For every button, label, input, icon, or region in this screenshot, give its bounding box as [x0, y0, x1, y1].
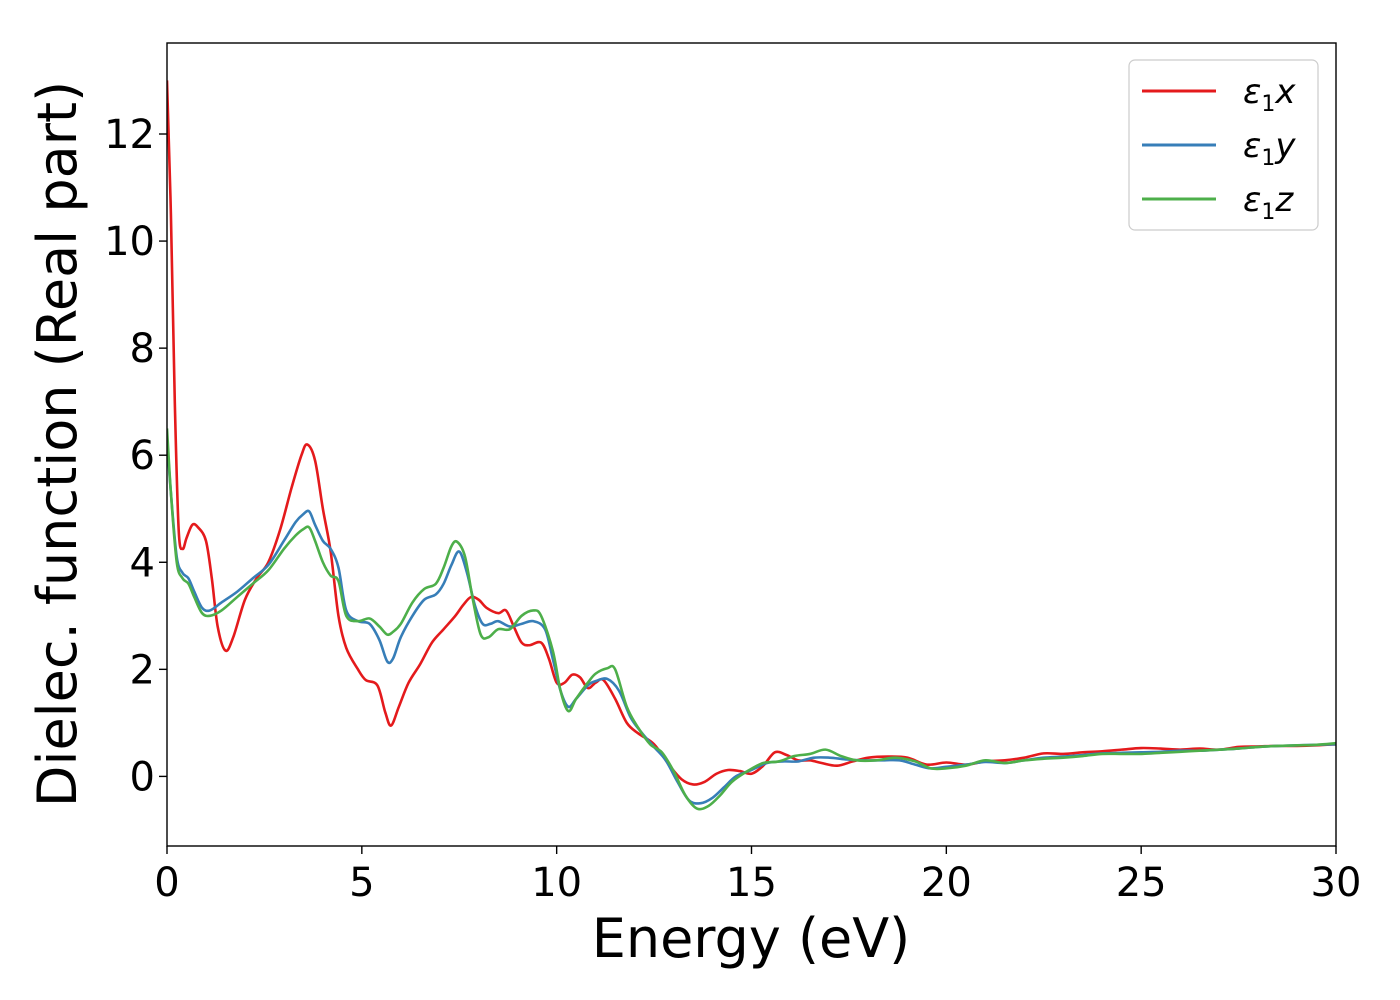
y-tick-label: 2: [130, 647, 155, 693]
y-tick-label: 4: [130, 540, 155, 586]
x-tick-label: 15: [726, 860, 777, 906]
legend: ε1x ε1y ε1z: [1128, 59, 1319, 231]
y-tick-label: 8: [130, 326, 155, 372]
legend-box: [1128, 59, 1319, 231]
x-axis: 0 5 10 15 20 25 30: [154, 846, 1361, 906]
series-line-x: [167, 80, 1336, 786]
legend-label-x: ε1x: [1243, 72, 1296, 117]
y-tick-label: 0: [130, 754, 155, 800]
x-tick-label: 5: [349, 860, 374, 906]
x-tick-label: 20: [921, 860, 972, 906]
legend-label-y: ε1y: [1243, 126, 1296, 171]
y-tick-label: 12: [104, 112, 155, 158]
x-tick-label: 10: [531, 860, 582, 906]
x-axis-label: Energy (eV): [592, 907, 911, 970]
legend-label-z: ε1z: [1243, 180, 1294, 225]
y-tick-label: 6: [130, 433, 155, 479]
series-layer: [167, 80, 1336, 811]
x-tick-label: 25: [1116, 860, 1167, 906]
series-line-z: [167, 428, 1336, 811]
x-tick-label: 0: [154, 860, 179, 906]
y-tick-label: 10: [104, 219, 155, 265]
y-axis-label: Dielec. function (Real part): [26, 81, 89, 807]
x-tick-label: 30: [1311, 860, 1362, 906]
y-axis: 0 2 4 6 8 10 12: [104, 112, 167, 800]
